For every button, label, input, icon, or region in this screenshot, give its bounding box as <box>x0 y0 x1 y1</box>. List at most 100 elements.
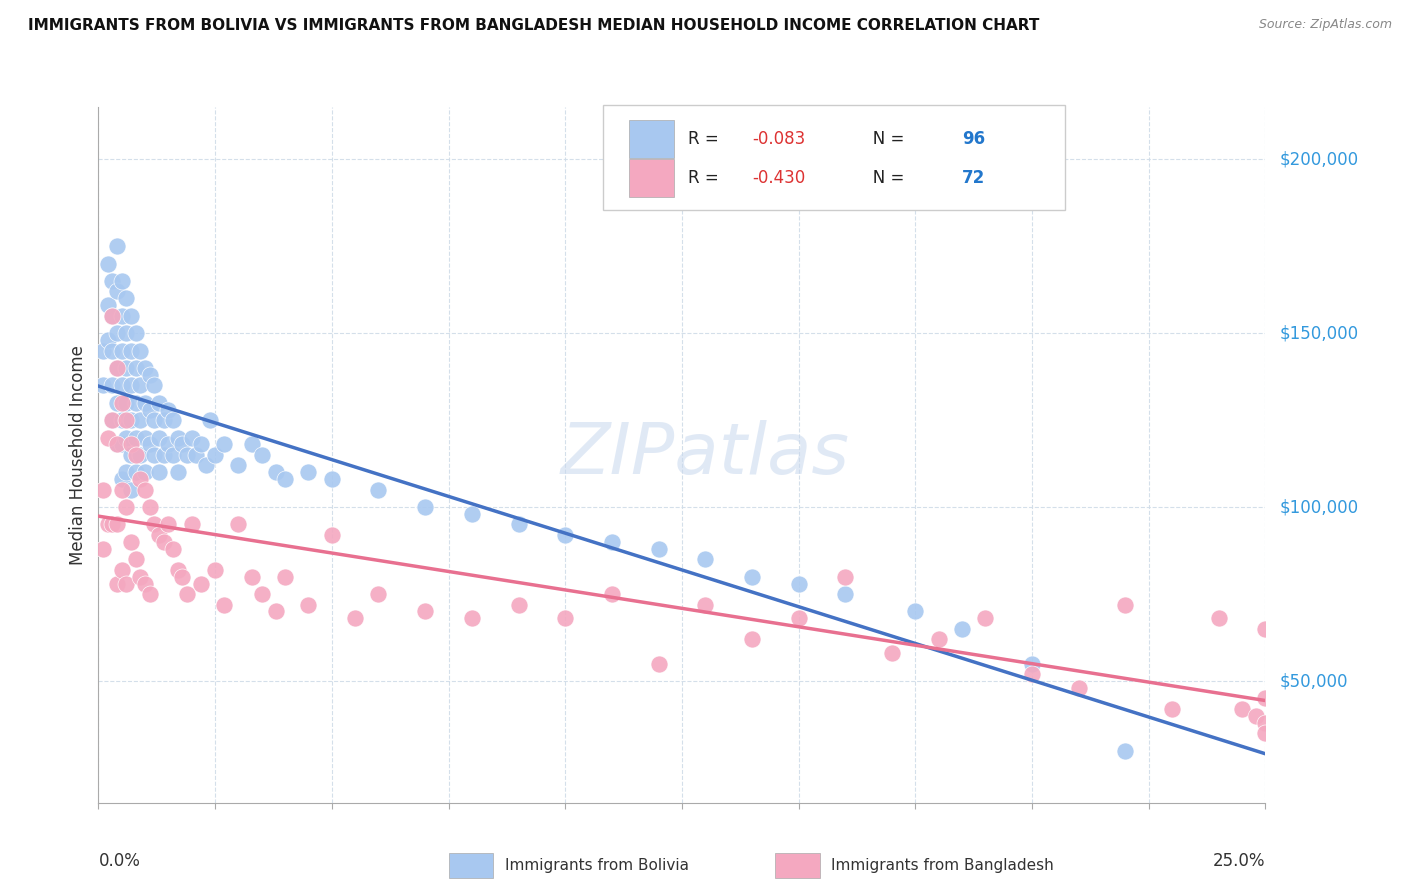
Point <box>111 378 134 392</box>
Text: R =: R = <box>688 169 724 187</box>
FancyBboxPatch shape <box>630 159 673 197</box>
Point <box>120 343 142 358</box>
Text: N =: N = <box>856 169 910 187</box>
Point <box>344 611 367 625</box>
Point <box>152 413 174 427</box>
Point <box>974 611 997 625</box>
Point <box>274 472 297 486</box>
Point <box>115 576 138 591</box>
Point <box>105 285 128 299</box>
Point <box>125 448 148 462</box>
Point <box>741 570 763 584</box>
Text: $150,000: $150,000 <box>1279 324 1358 343</box>
Point <box>508 517 530 532</box>
Point <box>148 466 170 480</box>
Point <box>134 396 156 410</box>
Point <box>214 437 236 451</box>
Point <box>105 326 128 340</box>
Point <box>367 587 389 601</box>
Point <box>134 466 156 480</box>
Point <box>97 517 120 532</box>
Point <box>1067 681 1090 695</box>
Point <box>787 576 810 591</box>
Point <box>148 431 170 445</box>
Point <box>125 552 148 566</box>
Point <box>125 326 148 340</box>
Text: IMMIGRANTS FROM BOLIVIA VS IMMIGRANTS FROM BANGLADESH MEDIAN HOUSEHOLD INCOME CO: IMMIGRANTS FROM BOLIVIA VS IMMIGRANTS FR… <box>28 18 1039 33</box>
Point <box>91 483 114 497</box>
Point <box>186 448 208 462</box>
Point <box>101 378 124 392</box>
Point <box>162 413 184 427</box>
Point <box>105 396 128 410</box>
Point <box>101 274 124 288</box>
Point <box>97 431 120 445</box>
Point <box>242 437 264 451</box>
Point <box>172 437 194 451</box>
Point <box>554 611 576 625</box>
Text: -0.430: -0.430 <box>752 169 806 187</box>
Point <box>111 437 134 451</box>
Point <box>148 528 170 542</box>
Point <box>101 413 124 427</box>
Text: 72: 72 <box>962 169 986 187</box>
Point <box>1114 598 1136 612</box>
Text: 25.0%: 25.0% <box>1213 852 1265 870</box>
Point <box>105 517 128 532</box>
Point <box>695 598 717 612</box>
Point <box>129 448 152 462</box>
Point <box>105 360 128 375</box>
Text: Immigrants from Bangladesh: Immigrants from Bangladesh <box>831 858 1054 873</box>
Point <box>139 437 162 451</box>
Point <box>413 605 436 619</box>
Point <box>600 534 623 549</box>
Point <box>120 448 142 462</box>
Point <box>297 598 319 612</box>
Point <box>157 437 180 451</box>
Point <box>134 431 156 445</box>
Point <box>461 611 484 625</box>
Point <box>120 378 142 392</box>
Point <box>129 570 152 584</box>
Point <box>134 576 156 591</box>
Point <box>1254 691 1277 706</box>
Point <box>120 534 142 549</box>
Point <box>125 360 148 375</box>
Point <box>115 413 138 427</box>
Point <box>115 466 138 480</box>
Point <box>928 632 950 647</box>
Point <box>157 402 180 417</box>
FancyBboxPatch shape <box>449 853 494 878</box>
Point <box>228 458 250 473</box>
Point <box>101 413 124 427</box>
Point <box>111 343 134 358</box>
Point <box>101 343 124 358</box>
Point <box>695 552 717 566</box>
Point <box>166 563 188 577</box>
Text: -0.083: -0.083 <box>752 129 806 148</box>
Point <box>129 378 152 392</box>
Point <box>176 587 198 601</box>
Point <box>115 360 138 375</box>
Point <box>647 541 669 556</box>
Text: $200,000: $200,000 <box>1279 150 1358 169</box>
Point <box>97 298 120 312</box>
Point <box>508 598 530 612</box>
Point <box>367 483 389 497</box>
Y-axis label: Median Household Income: Median Household Income <box>69 345 87 565</box>
Point <box>880 646 903 660</box>
Point <box>264 466 287 480</box>
Point <box>115 291 138 305</box>
Point <box>105 437 128 451</box>
Point <box>120 413 142 427</box>
FancyBboxPatch shape <box>775 853 820 878</box>
Point <box>111 309 134 323</box>
Point <box>143 378 166 392</box>
Text: ZIPatlas: ZIPatlas <box>561 420 849 490</box>
Point <box>190 576 212 591</box>
Point <box>125 431 148 445</box>
Point <box>1161 702 1184 716</box>
Point <box>1230 702 1253 716</box>
Text: R =: R = <box>688 129 724 148</box>
Point <box>242 570 264 584</box>
